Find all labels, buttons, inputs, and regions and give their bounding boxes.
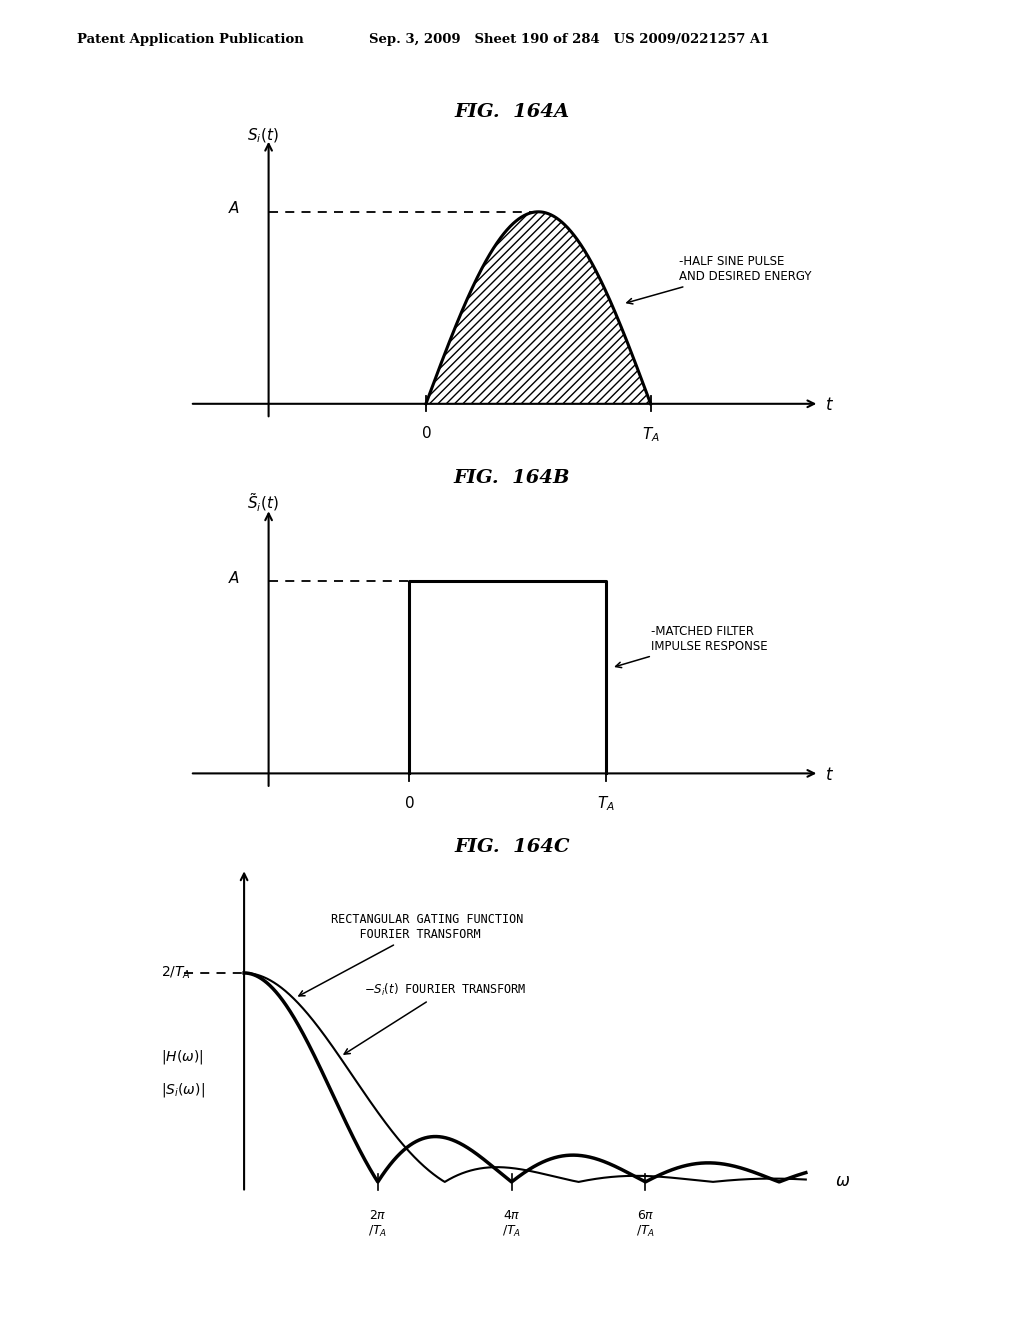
Text: -MATCHED FILTER
IMPULSE RESPONSE: -MATCHED FILTER IMPULSE RESPONSE (615, 624, 767, 668)
Text: -HALF SINE PULSE
AND DESIRED ENERGY: -HALF SINE PULSE AND DESIRED ENERGY (627, 255, 811, 304)
Text: FIG.  164B: FIG. 164B (454, 469, 570, 487)
Text: $t$: $t$ (824, 397, 834, 414)
Text: $T_A$: $T_A$ (597, 795, 614, 813)
Text: Sep. 3, 2009   Sheet 190 of 284   US 2009/0221257 A1: Sep. 3, 2009 Sheet 190 of 284 US 2009/02… (369, 33, 769, 46)
Text: $|H(\omega)|$: $|H(\omega)|$ (161, 1048, 204, 1065)
Text: $-S_i(t)$ FOURIER TRANSFORM: $-S_i(t)$ FOURIER TRANSFORM (344, 982, 527, 1055)
Text: $\tilde{S}_i(t)$: $\tilde{S}_i(t)$ (247, 492, 279, 515)
Text: $0$: $0$ (421, 425, 431, 441)
Text: $\omega$: $\omega$ (836, 1173, 851, 1191)
Text: RECTANGULAR GATING FUNCTION
    FOURIER TRANSFORM: RECTANGULAR GATING FUNCTION FOURIER TRAN… (299, 913, 523, 995)
Text: $A$: $A$ (228, 569, 241, 586)
Text: $6\pi$
$/T_A$: $6\pi$ $/T_A$ (636, 1209, 655, 1239)
Text: $0$: $0$ (403, 795, 415, 810)
Text: $2/T_A$: $2/T_A$ (161, 965, 191, 981)
Text: $2\pi$
$/T_A$: $2\pi$ $/T_A$ (369, 1209, 387, 1239)
Text: $A$: $A$ (228, 199, 241, 216)
Text: $T_A$: $T_A$ (642, 425, 659, 444)
Text: $|S_i(\omega)|$: $|S_i(\omega)|$ (161, 1081, 205, 1100)
Text: Patent Application Publication: Patent Application Publication (77, 33, 303, 46)
Text: FIG.  164A: FIG. 164A (455, 103, 569, 121)
Text: FIG.  164C: FIG. 164C (455, 838, 569, 857)
Text: $t$: $t$ (824, 767, 834, 784)
Text: $4\pi$
$/T_A$: $4\pi$ $/T_A$ (502, 1209, 521, 1239)
Text: $S_i(t)$: $S_i(t)$ (247, 127, 279, 145)
